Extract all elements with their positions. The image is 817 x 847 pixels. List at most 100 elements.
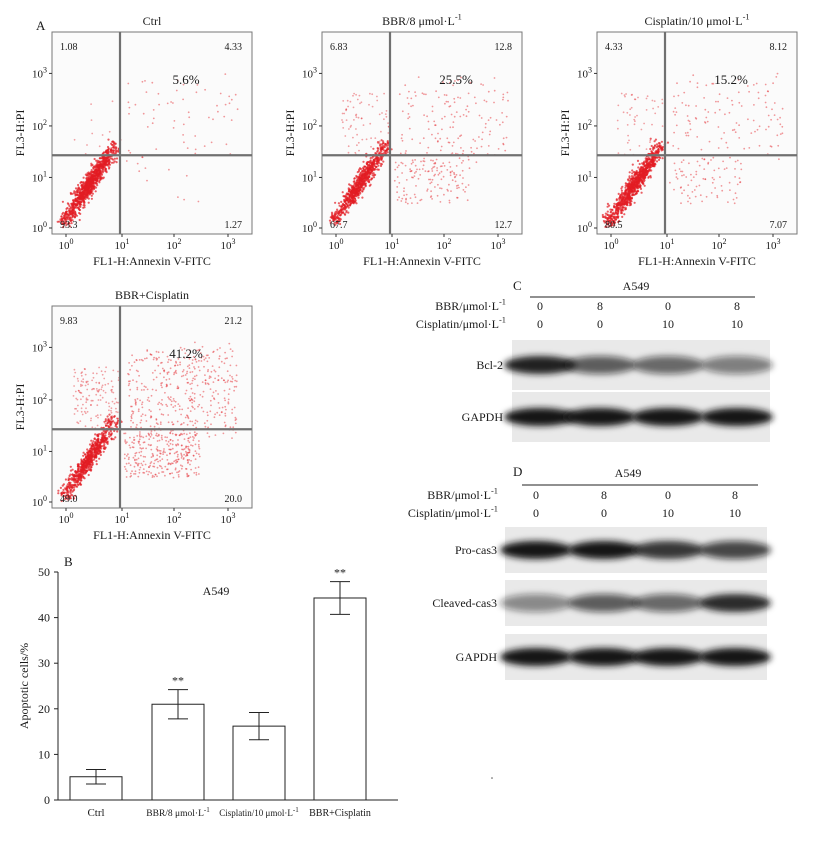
flow-event [675,173,678,175]
flow-event [353,180,356,183]
flow-event [717,167,720,170]
flow-event [352,195,355,198]
flow-event [113,415,116,418]
flow-event [153,475,156,478]
flow-event [127,372,129,375]
flow-event [431,105,434,108]
flow-event [134,459,136,462]
flow-event [186,372,188,375]
flow-event [114,436,117,439]
flow-event [56,220,59,223]
flow-event [412,104,414,107]
flow-event [149,353,152,355]
flow-event [628,186,631,189]
flow-event [82,381,85,383]
flow-event [167,361,169,363]
x-tick-label: 100 [329,237,344,252]
flow-event [443,193,445,196]
flow-event [347,105,349,108]
flow-event [136,463,139,466]
flow-event [78,203,81,206]
flow-event [505,115,508,118]
flow-event [439,137,442,140]
flow-event [96,404,99,407]
flow-event [111,385,114,388]
flow-event [111,149,114,152]
flow-event [174,364,176,367]
flow-event [177,387,180,390]
flow-event [90,445,93,448]
flow-event [362,160,365,163]
flow-event [356,98,359,101]
flow-event [354,151,357,154]
flow-event [187,381,190,384]
flow-event [174,405,177,407]
flow-event [403,194,405,197]
flow-event [208,116,210,119]
flow-event [394,161,397,164]
flow-event [213,369,216,372]
flow-event [235,380,238,383]
flow-event [227,401,230,403]
flow-event [415,170,417,173]
flow-event [141,80,144,83]
flow-event [423,160,426,163]
flow-event [187,461,190,463]
flow-event [345,192,349,195]
flow-event [607,217,610,220]
flow-event [696,160,699,163]
flow-event [85,380,88,383]
flow-event [75,481,78,484]
flow-event [433,120,436,123]
flow-event [687,104,690,107]
flow-event [728,111,731,114]
flow-event [177,403,180,405]
flow-event [346,99,349,102]
flow-event [176,79,179,82]
flow-event [158,401,161,404]
flow-event [617,127,619,130]
flow-event [182,422,185,424]
y-axis-label: FL3-H:PI [13,110,27,157]
flow-event [363,186,366,189]
flow-event [163,448,165,450]
flow-event [179,361,182,364]
flow-event [151,372,154,374]
flow-event [487,90,490,93]
flow-event [643,168,646,171]
flow-event [657,158,661,161]
flow-event [91,180,94,183]
flow-event [610,210,613,213]
flow-event [341,191,344,194]
flow-event [198,403,201,406]
flow-event [221,406,224,409]
flow-event [197,366,200,368]
flow-event [755,82,758,85]
flow-event [157,403,160,405]
flow-event [202,390,205,393]
flow-event [502,96,505,99]
flow-event [743,147,746,150]
flow-event [160,436,163,439]
flow-event [616,215,619,218]
flow-event [103,377,106,380]
flow-event [235,364,238,367]
flow-event [408,90,410,93]
flow-event [90,451,93,454]
flow-event [155,389,158,392]
flow-event [63,220,66,223]
flow-event [191,362,194,365]
flow-event [180,467,183,470]
flow-event [450,113,453,116]
flow-event [484,122,487,125]
flow-event [223,397,226,400]
flow-event [364,184,367,187]
flow-event [148,409,151,411]
flow-event [100,176,103,179]
flow-event [107,426,110,429]
flow-event [408,116,411,118]
flow-event [218,414,221,416]
flow-event [681,102,684,104]
flow-event [193,392,196,395]
